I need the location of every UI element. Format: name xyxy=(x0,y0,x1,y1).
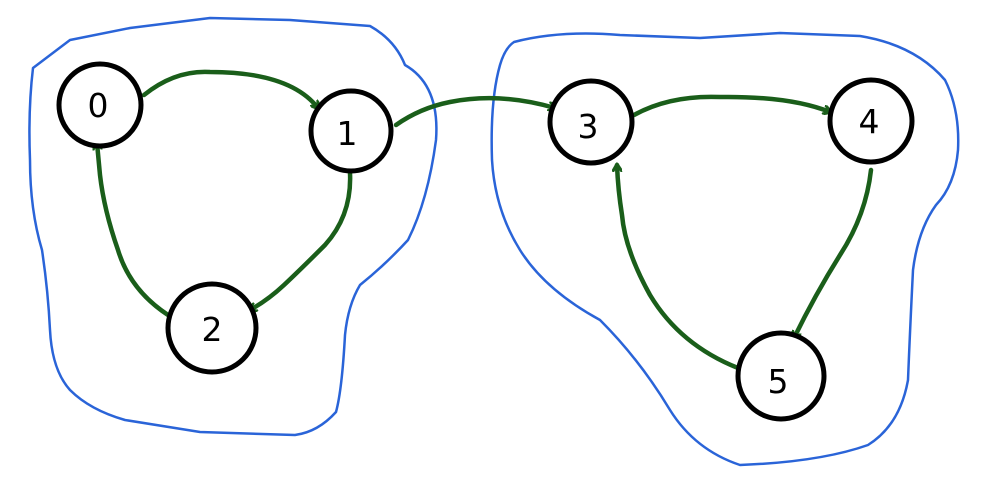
component-outline-right xyxy=(490,31,960,467)
node-5-label: 5 xyxy=(768,362,789,401)
edge-5-to-3 xyxy=(617,165,741,371)
edge-1-to-3 xyxy=(393,95,555,128)
node-2[interactable]: 2 xyxy=(165,281,259,375)
node-4-label: 4 xyxy=(859,102,880,141)
node-3-label: 3 xyxy=(578,107,599,146)
node-2-circle xyxy=(165,281,259,375)
edges xyxy=(97,69,874,371)
node-4-circle xyxy=(827,77,915,165)
edge-0-to-1 xyxy=(141,69,321,108)
node-0[interactable]: 0 xyxy=(56,61,144,149)
node-1-circle xyxy=(308,88,394,174)
edge-4-to-5 xyxy=(794,167,874,338)
node-4[interactable]: 4 xyxy=(827,77,915,165)
node-2-label: 2 xyxy=(202,310,223,349)
node-1-label: 1 xyxy=(337,114,358,153)
component-outline-left xyxy=(28,16,438,437)
node-5[interactable]: 5 xyxy=(735,330,827,422)
edge-2-to-0 xyxy=(97,143,171,318)
node-1[interactable]: 1 xyxy=(308,88,394,174)
node-3[interactable]: 3 xyxy=(547,78,635,166)
node-0-circle xyxy=(56,61,144,149)
edge-3-to-4 xyxy=(631,94,830,118)
node-0-label: 0 xyxy=(88,86,109,125)
node-3-circle xyxy=(547,78,635,166)
edge-1-to-2 xyxy=(250,170,353,310)
node-5-circle xyxy=(735,330,827,422)
